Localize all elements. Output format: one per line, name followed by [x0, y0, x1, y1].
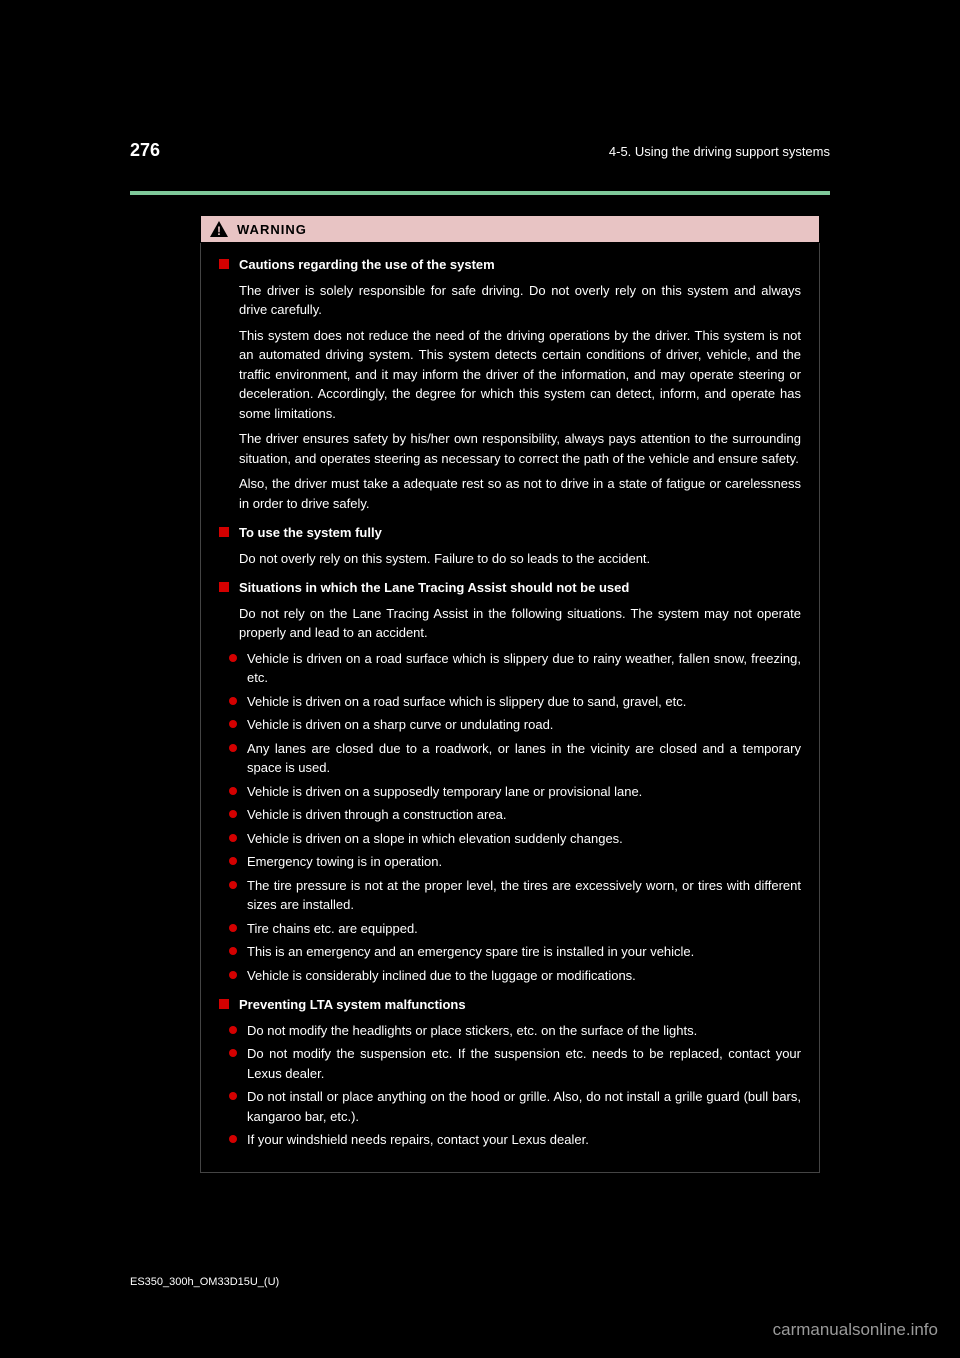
bullet-item: Do not install or place anything on the … [229, 1087, 801, 1126]
watermark: carmanualsonline.info [773, 1320, 938, 1340]
section-heading-text: To use the system fully [239, 523, 382, 543]
body-paragraph: Do not rely on the Lane Tracing Assist i… [239, 604, 801, 643]
bullet-text: Vehicle is driven on a road surface whic… [247, 692, 801, 712]
svg-text:!: ! [217, 224, 221, 238]
bullet-icon [229, 924, 237, 932]
bullet-icon [229, 857, 237, 865]
bullet-icon [229, 787, 237, 795]
manual-page: 276 4-5. Using the driving support syste… [130, 140, 830, 1173]
bullet-item: Vehicle is driven on a sharp curve or un… [229, 715, 801, 735]
warning-triangle-icon: ! [209, 220, 229, 238]
bullet-text: If your windshield needs repairs, contac… [247, 1130, 801, 1150]
body-paragraph: Also, the driver must take a adequate re… [239, 474, 801, 513]
bullet-item: The tire pressure is not at the proper l… [229, 876, 801, 915]
bullet-icon [229, 697, 237, 705]
warning-body: Cautions regarding the use of the system… [200, 243, 820, 1173]
body-paragraph: The driver is solely responsible for saf… [239, 281, 801, 320]
bullet-text: Vehicle is driven through a construction… [247, 805, 801, 825]
bullet-icon [229, 720, 237, 728]
bullet-icon [229, 654, 237, 662]
section-path: 4-5. Using the driving support systems [609, 144, 830, 159]
body-paragraph: This system does not reduce the need of … [239, 326, 801, 424]
bullet-text: Vehicle is considerably inclined due to … [247, 966, 801, 986]
bullet-text: Vehicle is driven on a sharp curve or un… [247, 715, 801, 735]
bullet-item: Do not modify the headlights or place st… [229, 1021, 801, 1041]
warning-label: WARNING [237, 222, 307, 237]
bullet-item: Vehicle is considerably inclined due to … [229, 966, 801, 986]
bullet-item: Any lanes are closed due to a roadwork, … [229, 739, 801, 778]
bullet-item: Emergency towing is in operation. [229, 852, 801, 872]
section-heading-text: Cautions regarding the use of the system [239, 255, 495, 275]
bullet-item: This is an emergency and an emergency sp… [229, 942, 801, 962]
bullet-icon [229, 1026, 237, 1034]
page-number: 276 [130, 140, 160, 161]
bullet-item: Vehicle is driven on a slope in which el… [229, 829, 801, 849]
section-heading: Situations in which the Lane Tracing Ass… [219, 578, 801, 598]
section-marker-icon [219, 999, 229, 1009]
body-paragraph: The driver ensures safety by his/her own… [239, 429, 801, 468]
bullet-icon [229, 1092, 237, 1100]
bullet-text: Vehicle is driven on a slope in which el… [247, 829, 801, 849]
bullet-icon [229, 810, 237, 818]
bullet-item: Do not modify the suspension etc. If the… [229, 1044, 801, 1083]
bullet-icon [229, 1135, 237, 1143]
section-marker-icon [219, 527, 229, 537]
section-marker-icon [219, 582, 229, 592]
bullet-text: Emergency towing is in operation. [247, 852, 801, 872]
bullet-text: Vehicle is driven on a supposedly tempor… [247, 782, 801, 802]
bullet-item: Vehicle is driven on a road surface whic… [229, 649, 801, 688]
bullet-text: The tire pressure is not at the proper l… [247, 876, 801, 915]
bullet-text: Any lanes are closed due to a roadwork, … [247, 739, 801, 778]
bullet-icon [229, 947, 237, 955]
bullet-text: Tire chains etc. are equipped. [247, 919, 801, 939]
section-heading: Preventing LTA system malfunctions [219, 995, 801, 1015]
bullet-item: If your windshield needs repairs, contac… [229, 1130, 801, 1150]
bullet-item: Tire chains etc. are equipped. [229, 919, 801, 939]
bullet-icon [229, 744, 237, 752]
bullet-icon [229, 834, 237, 842]
bullet-text: Do not modify the headlights or place st… [247, 1021, 801, 1041]
bullet-text: Do not modify the suspension etc. If the… [247, 1044, 801, 1083]
section-heading-text: Situations in which the Lane Tracing Ass… [239, 578, 629, 598]
divider-rule [130, 191, 830, 195]
section-marker-icon [219, 259, 229, 269]
section-heading: To use the system fully [219, 523, 801, 543]
bullet-text: Do not install or place anything on the … [247, 1087, 801, 1126]
bullet-item: Vehicle is driven through a construction… [229, 805, 801, 825]
bullet-icon [229, 1049, 237, 1057]
page-header: 276 4-5. Using the driving support syste… [130, 140, 830, 161]
warning-header: ! WARNING [200, 215, 820, 243]
body-paragraph: Do not overly rely on this system. Failu… [239, 549, 801, 569]
document-code: ES350_300h_OM33D15U_(U) [130, 1276, 279, 1288]
section-heading-text: Preventing LTA system malfunctions [239, 995, 466, 1015]
bullet-item: Vehicle is driven on a road surface whic… [229, 692, 801, 712]
bullet-text: Vehicle is driven on a road surface whic… [247, 649, 801, 688]
bullet-icon [229, 971, 237, 979]
bullet-item: Vehicle is driven on a supposedly tempor… [229, 782, 801, 802]
bullet-text: This is an emergency and an emergency sp… [247, 942, 801, 962]
bullet-icon [229, 881, 237, 889]
section-heading: Cautions regarding the use of the system [219, 255, 801, 275]
